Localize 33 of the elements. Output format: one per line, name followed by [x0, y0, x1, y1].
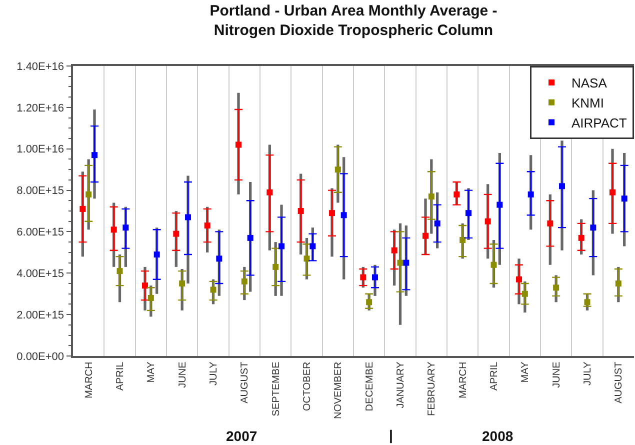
x-tick-label: AUGUST — [614, 362, 625, 404]
legend-label: AIRPACT — [572, 115, 627, 130]
legend-label: NASA — [572, 76, 608, 91]
x-tick-label: APRIL — [115, 361, 126, 391]
x-tick-label: JUNE — [551, 361, 562, 388]
x-tick-label: MARCH — [84, 362, 95, 398]
x-tick-label: JULY — [208, 361, 220, 386]
y-tick-label: 2.00E+15 — [16, 309, 64, 322]
text: | — [389, 427, 393, 444]
text: 2007 — [226, 428, 258, 444]
x-tick-label: SEPTEMBE — [270, 361, 282, 416]
y-tick-label: 4.00E+15 — [16, 268, 64, 280]
y-tick-label: 1.40E+16 — [16, 60, 64, 73]
x-tick-label: NOVEMBER — [333, 362, 344, 419]
chart-title: Portland - Urban Area Monthly Average - Nitrogen Dioxide Tropospheric Column — [210, 2, 498, 40]
x-tick-label: APRIL — [489, 361, 500, 391]
x-tick-label: FEBRUARY — [426, 361, 438, 416]
legend-label: KNMI — [572, 95, 604, 110]
x-tick-label: JULY — [582, 361, 594, 386]
y-tick-label: 1.20E+16 — [16, 102, 64, 114]
y-tick-label: 8.00E+15 — [16, 185, 64, 198]
y-tick-label: 6.00E+15 — [16, 226, 64, 239]
text: 2008 — [482, 428, 514, 444]
x-tick-label: DECEMBE — [364, 361, 376, 412]
x-tick-label: MAY — [520, 361, 532, 383]
x-tick-label: MARCH — [458, 362, 469, 398]
y-tick-label: 1.00E+16 — [16, 144, 64, 156]
x-tick-label: JANUARY — [396, 361, 406, 408]
x-tick-label: AUGUST — [240, 362, 251, 404]
x-tick-label: OCTOBER — [302, 362, 313, 412]
x-tick-label: JUNE — [177, 361, 188, 388]
x-tick-label: MAY — [146, 361, 158, 383]
y-tick-label: 0.00E+00 — [16, 350, 64, 363]
